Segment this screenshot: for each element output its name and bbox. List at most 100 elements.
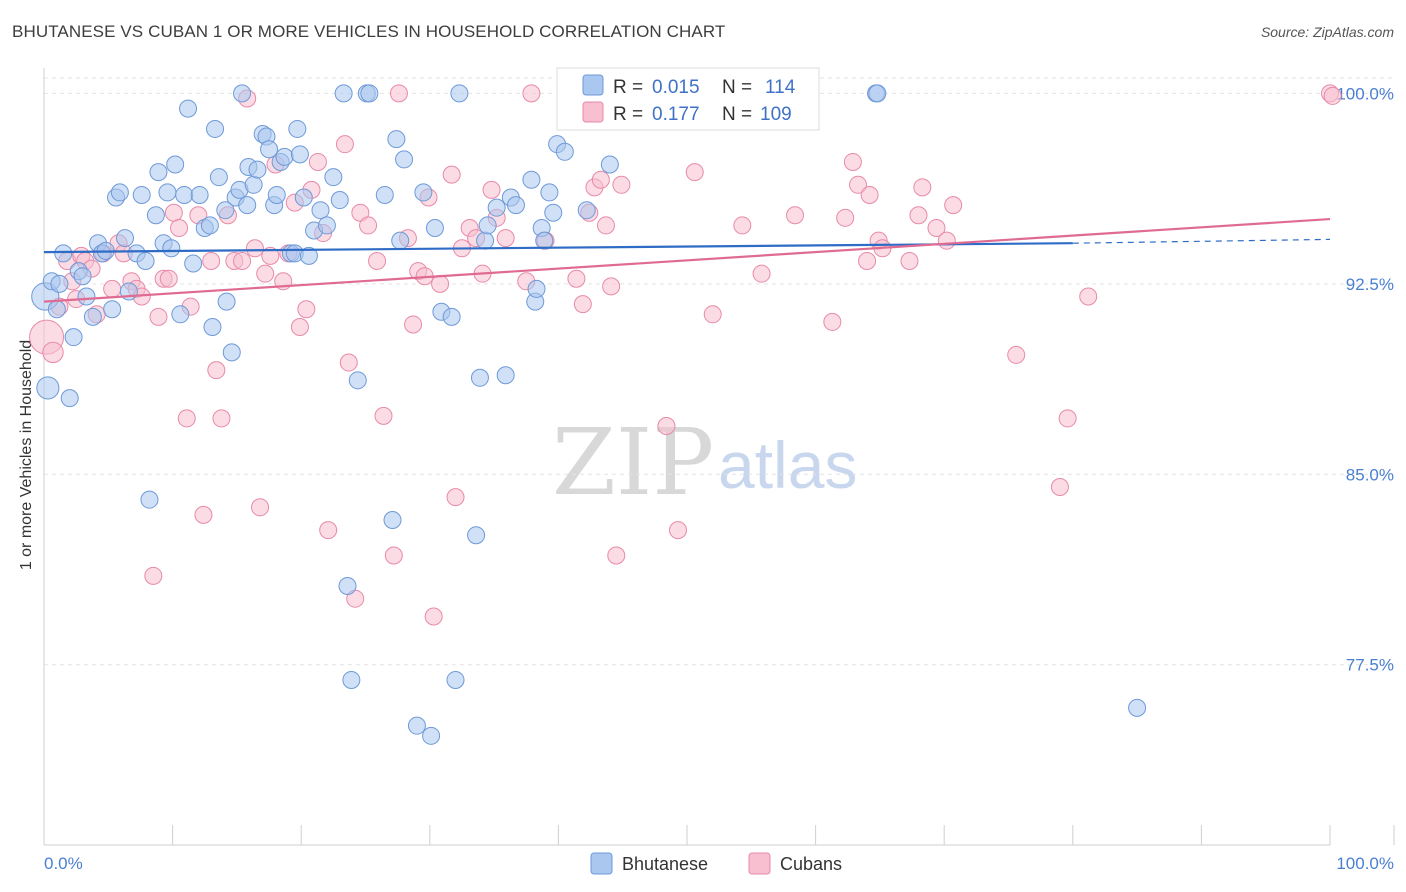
bhutanese-point [334,84,353,103]
bhutanese-point [540,183,559,202]
cubans-point [424,607,443,626]
bhutanese-point [383,510,402,529]
bhutanese-point [311,201,330,220]
cubans-point [103,279,122,298]
bhutanese-point [470,368,489,387]
cubans-point [335,135,354,154]
chart-title: BHUTANESE VS CUBAN 1 OR MORE VEHICLES IN… [12,22,726,41]
bhutanese-point [375,185,394,204]
cubans-point [144,566,163,585]
bhutanese-point [267,185,286,204]
bhutanese-point [103,300,122,319]
x-ticks [43,825,1395,845]
cubans-point [297,300,316,319]
bhutanese-point [248,160,267,179]
cubans-point [389,84,408,103]
bhutanese-point [275,147,294,166]
bhutanese-point [476,231,495,250]
bhutanese-point [387,130,406,149]
bhutanese-point [342,670,361,689]
bhutanese-point [868,84,887,103]
cubans-point [823,312,842,331]
cubans-point [860,185,879,204]
y-tick-label: 100.0% [1336,84,1394,103]
cubans-point [843,152,862,171]
cubans-point [194,505,213,524]
y-tick-label: 77.5% [1346,656,1394,675]
bhutanese-point [206,119,225,138]
legend-n-label-cubans: N = [722,104,752,125]
bhutanese-point [184,254,203,273]
bhutanese-point [149,163,168,182]
trend-lines [43,217,1331,303]
cubans-point [849,175,868,194]
cubans-point [909,206,928,225]
cubans-point [522,84,541,103]
bhutanese-point [414,183,433,202]
bottom-legend-label-cubans: Cubans [780,854,842,874]
bhutanese-point [36,376,60,400]
cubans-point [786,206,805,225]
legend-r-label-cubans: R = [613,104,643,125]
bhutanese-point [83,307,102,326]
bhutanese-point [54,244,73,263]
bhutanese-point [395,150,414,169]
bottom-legend-swatch-cubans [748,852,771,875]
bhutanese-point [116,229,135,248]
bhutanese-point [330,191,349,210]
cubans-point [149,307,168,326]
x-tick-label-max: 100.0% [1336,854,1394,873]
cubans-point [368,251,387,270]
watermark-atlas: atlas [718,428,857,502]
bhutanese-point [407,716,426,735]
legend-r-value-cubans: 0.177 [652,104,700,125]
bhutanese-point [555,142,574,161]
cubans-point [944,196,963,215]
bhutanese-point [162,239,181,258]
cubans-point [319,521,338,540]
bhutanese-point [175,185,194,204]
bottom-legend-swatch-bhutanese [590,852,613,875]
bhutanese-point [203,318,222,336]
bhutanese-point [200,216,219,235]
bhutanese-point [260,140,279,159]
cubans-point [202,251,221,270]
cubans-point [442,165,461,184]
bhutanese-point [360,84,379,103]
cubans-point [685,163,704,182]
bhutanese-point [64,328,83,347]
cubans-point [1079,287,1098,306]
cubans-point [836,208,855,227]
bhutanese-point [299,246,318,265]
cubans-point [657,417,676,436]
cubans-point [927,218,946,237]
legend-swatch-bhutanese [582,74,604,96]
cubans-point [170,218,189,237]
cubans-point [1323,86,1342,105]
bhutanese-point [338,577,357,595]
cubans-point [177,409,196,428]
y-tick-label: 92.5% [1346,275,1394,294]
bhutanese-trend-line [43,242,1073,254]
bhutanese-point [535,231,554,250]
cubans-point [573,295,592,314]
bhutanese-points [31,84,1147,745]
bhutanese-point [179,99,198,118]
cubans-point [937,231,956,250]
cubans-trend-line [43,217,1331,303]
cubans-point [212,409,231,428]
cubans-point [261,246,280,265]
y-tick-labels: 77.5% 85.0% 92.5% 100.0% [1336,84,1394,674]
cubans-point [446,488,465,507]
cubans-point [290,318,309,336]
source-label: Source: ZipAtlas.com [1260,24,1394,40]
bhutanese-point [442,307,461,326]
watermark: ZIP atlas [552,409,857,516]
cubans-point [612,175,631,194]
bottom-legend-label-bhutanese: Bhutanese [622,854,708,874]
cubans-point [384,546,403,565]
cubans-point [1058,409,1077,428]
bhutanese-point [136,251,155,270]
cubans-point [602,277,621,296]
